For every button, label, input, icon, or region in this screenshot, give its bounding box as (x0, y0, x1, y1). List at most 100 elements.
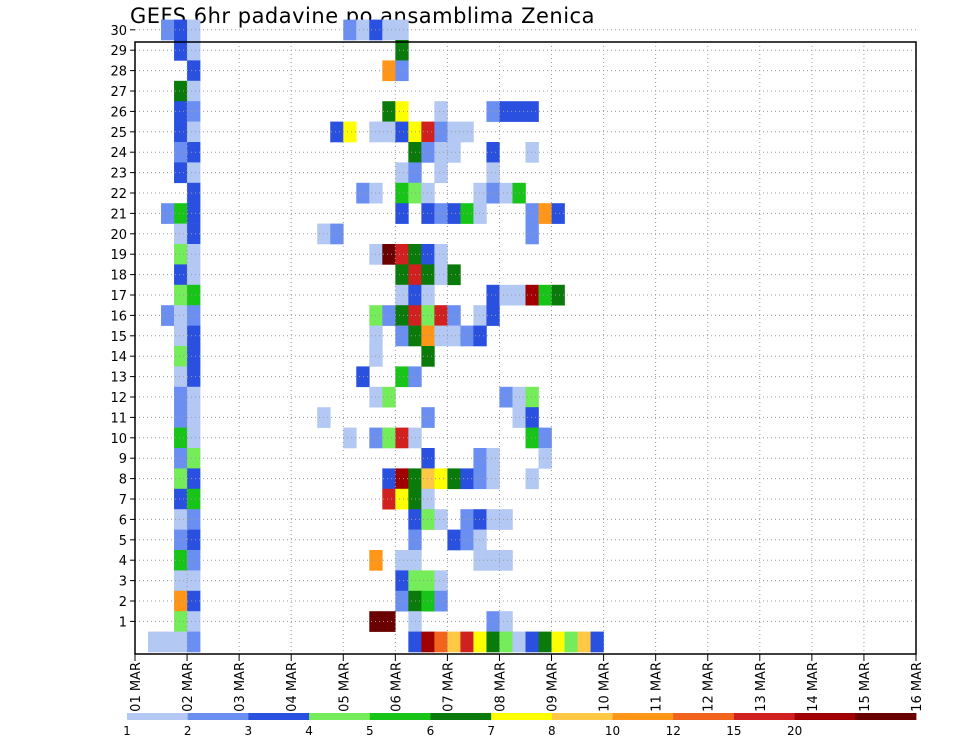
heatmap-cell (174, 264, 188, 286)
heatmap-cell (330, 223, 344, 245)
heatmap-cell (395, 264, 409, 286)
legend-swatch (309, 713, 371, 720)
y-tick-label: 14 (110, 350, 127, 365)
heatmap-cell (395, 203, 409, 224)
x-axis: 01 MAR 02 MAR 03 MAR 04 MAR 05 MAR 06 MAR 07 M… (129, 654, 925, 712)
heatmap-cell (447, 305, 461, 326)
legend-label: 20 (787, 724, 802, 738)
x-tick-label: 13 MAR (754, 662, 769, 712)
y-tick-label: 1 (119, 615, 127, 630)
heatmap-cell (447, 325, 461, 347)
heatmap-cell (538, 284, 552, 306)
heatmap-cell (486, 448, 500, 469)
heatmap-cell (421, 284, 435, 306)
heatmap-cell (174, 631, 188, 653)
heatmap-cell (473, 182, 487, 204)
heatmap-cell (187, 101, 201, 122)
heatmap-cell (187, 60, 201, 82)
heatmap-cell (395, 101, 409, 122)
heatmap-cell (395, 60, 409, 82)
heatmap-cell (434, 509, 448, 530)
legend-swatch (855, 713, 917, 720)
heatmap-cell (395, 550, 409, 571)
y-tick-label: 23 (110, 167, 127, 182)
heatmap-cell (486, 550, 500, 571)
x-tick-label: 16 MAR (910, 662, 925, 712)
legend-swatch (127, 713, 189, 720)
heatmap-cell (421, 407, 435, 428)
heatmap-cell (395, 182, 409, 204)
heatmap-cell (174, 366, 188, 388)
heatmap-cell (174, 509, 188, 530)
heatmap-cell (473, 550, 487, 571)
heatmap-cell (382, 488, 396, 510)
heatmap-cell (395, 366, 409, 388)
heatmap-cell (434, 244, 448, 265)
y-tick-label: 18 (110, 269, 127, 284)
heatmap-cell (174, 284, 188, 306)
y-tick-label: 8 (119, 473, 127, 488)
heatmap-cell (395, 590, 409, 612)
heatmap-cell (434, 162, 448, 184)
heatmap-cell (395, 305, 409, 326)
heatmap-cell (174, 590, 188, 612)
y-tick-label: 16 (110, 309, 127, 324)
heatmap-cell (174, 570, 188, 592)
heatmap-cell (434, 325, 448, 347)
heatmap-cell (447, 631, 461, 653)
heatmap-cell (187, 590, 201, 612)
x-tick-label: 11 MAR (650, 662, 665, 712)
heatmap-cell (187, 142, 201, 163)
legend-swatch (491, 713, 553, 720)
heatmap-cell (174, 80, 188, 102)
heatmap-cell (421, 305, 435, 326)
heatmap-cell (174, 244, 188, 265)
color-legend: 1 2 3 4 5 6 7 8 10 12 15 20 (123, 713, 917, 738)
heatmap-cell (525, 386, 539, 408)
heatmap-cell (473, 448, 487, 469)
heatmap-cell (525, 223, 539, 245)
heatmap-cell (499, 611, 513, 632)
heatmap-cell (174, 488, 188, 510)
heatmap-cell (395, 468, 409, 490)
legend-swatch (733, 713, 796, 720)
heatmap-cell (356, 182, 370, 204)
x-tick-label: 03 MAR (233, 662, 248, 712)
heatmap-cell (486, 631, 500, 653)
heatmap-cell (174, 325, 188, 347)
heatmap-cell (473, 529, 487, 551)
heatmap-cell (174, 121, 188, 143)
heatmap-cell (174, 529, 188, 551)
heatmap-cell (174, 305, 188, 326)
heatmap-cell (447, 203, 461, 224)
y-tick-label: 2 (119, 595, 127, 610)
heatmap-cell (525, 407, 539, 428)
heatmap-cell (434, 590, 448, 612)
y-tick-label: 13 (110, 371, 127, 386)
heatmap-cell (187, 162, 201, 184)
y-tick-label: 30 (110, 24, 127, 39)
heatmap-cell (447, 529, 461, 551)
heatmap-cell (395, 40, 409, 61)
heatmap-cell (395, 427, 409, 449)
heatmap-cell (395, 162, 409, 184)
heatmap-cell (174, 407, 188, 428)
heatmap-cell (486, 162, 500, 184)
x-tick-label: 01 MAR (129, 662, 144, 712)
legend-swatch (430, 713, 492, 720)
x-tick-label: 07 MAR (441, 662, 456, 712)
heatmap-cell (343, 19, 357, 41)
heatmap-cell (161, 631, 175, 653)
y-tick-label: 25 (110, 126, 127, 141)
heatmap-cell (434, 631, 448, 653)
legend-swatch (369, 713, 431, 720)
heatmap-cell (148, 631, 162, 653)
heatmap-cell (551, 284, 565, 306)
heatmap-cell (187, 386, 201, 408)
heatmap-cell (343, 427, 357, 449)
heatmap-cell (564, 631, 578, 653)
heatmap-cell (187, 488, 201, 510)
heatmap-cell (187, 529, 201, 551)
heatmap-cell (187, 631, 201, 653)
heatmap-cell (187, 305, 201, 326)
